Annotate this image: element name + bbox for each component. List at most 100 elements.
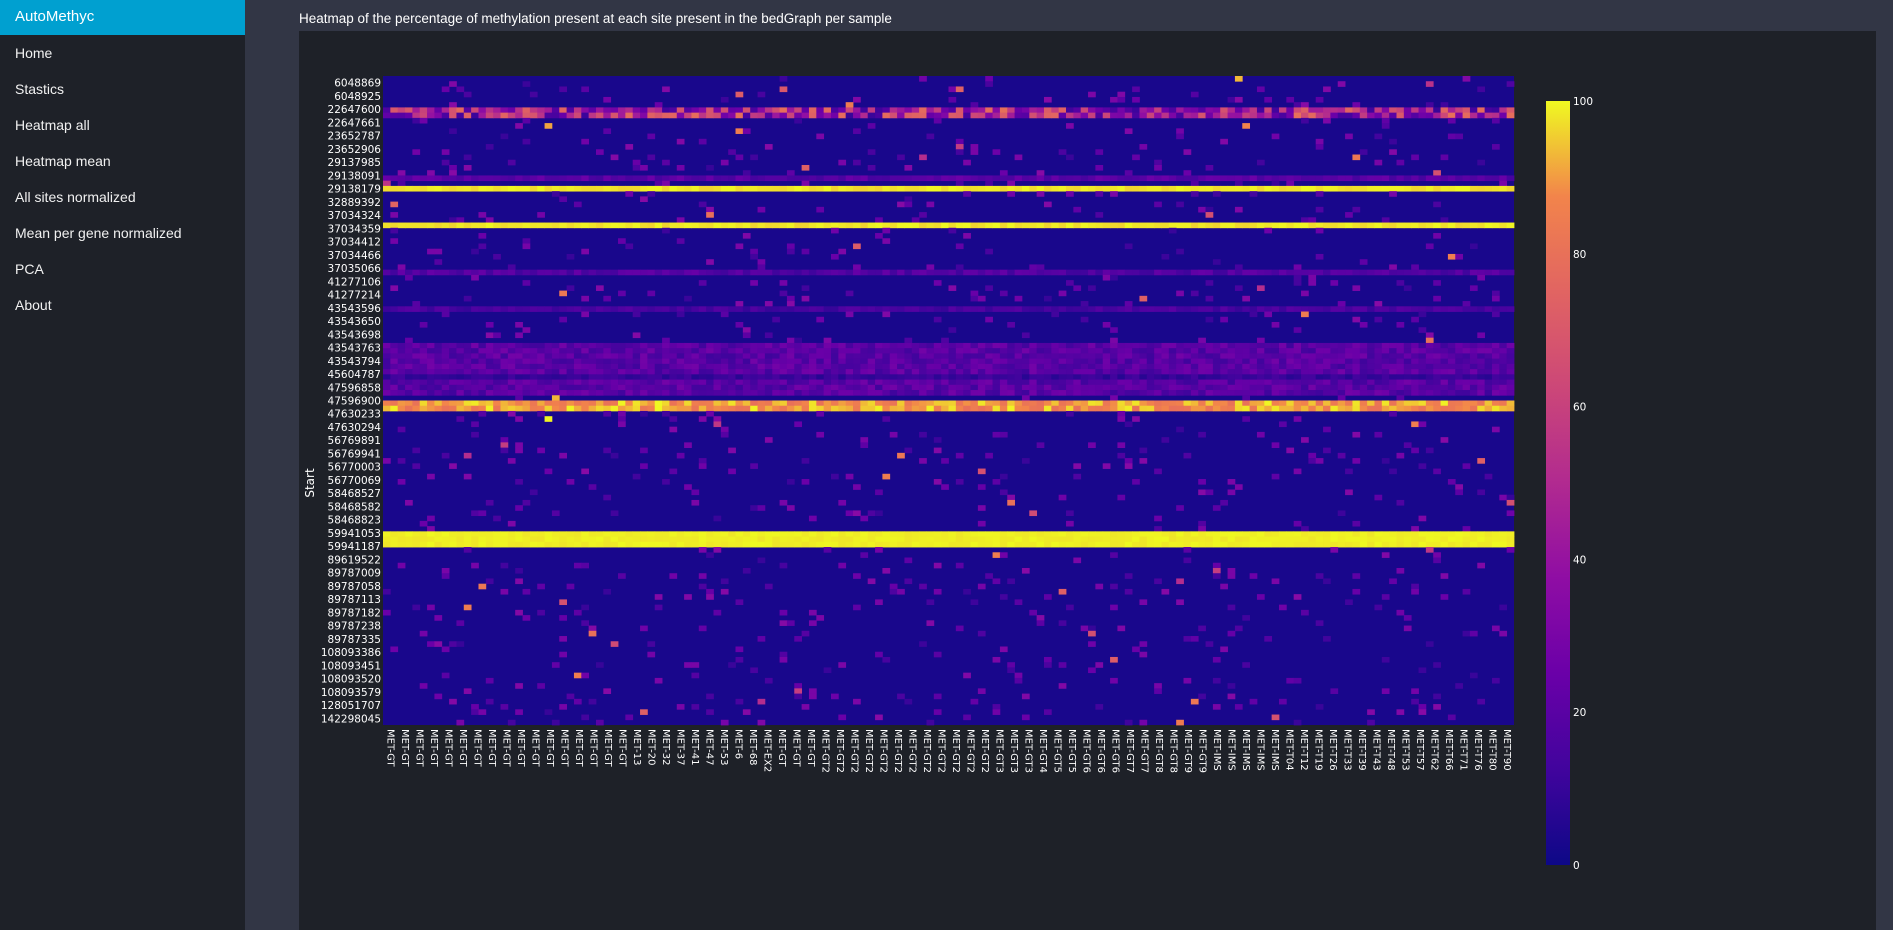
heatmap-cell (1271, 390, 1280, 396)
heatmap-cell (478, 269, 487, 276)
heatmap-cell (875, 348, 883, 354)
heatmap-cell (853, 348, 861, 354)
heatmap-cell (1293, 369, 1302, 375)
heatmap-cell (1227, 107, 1236, 114)
heatmap-cell (1051, 358, 1060, 365)
heatmap-cell (478, 384, 487, 391)
heatmap-cell (1124, 463, 1133, 469)
heatmap-cell (1455, 683, 1463, 689)
heatmap-cell (1080, 306, 1089, 312)
heatmap-cell (926, 531, 935, 537)
heatmap-cell (1411, 264, 1419, 271)
heatmap-cell (419, 405, 428, 412)
heatmap-cell (618, 405, 626, 412)
heatmap-cell (529, 353, 538, 360)
sidebar-item-all-sites-normalized[interactable]: All sites normalized (15, 189, 136, 205)
sidebar-item-statistics[interactable]: Stastics (15, 81, 65, 97)
heatmap-cell (529, 185, 538, 192)
heatmap-cell (1198, 112, 1206, 119)
heatmap-cell (1440, 154, 1449, 161)
heatmap-cell (1440, 358, 1449, 365)
heatmap-cell (720, 531, 729, 537)
heatmap-cell (808, 107, 817, 114)
heatmap-cell (1293, 390, 1302, 396)
sidebar-item-home[interactable]: Home (15, 45, 53, 61)
heatmap-chart[interactable]: Start 6048869604892522647600226476612365… (299, 31, 1876, 930)
heatmap-cell (1381, 342, 1390, 349)
heatmap-cell (1352, 458, 1361, 464)
heatmap-cell (1484, 112, 1493, 119)
heatmap-cell (919, 342, 927, 349)
heatmap-cell (1315, 96, 1324, 103)
heatmap-cell (662, 358, 670, 365)
heatmap-cell (1315, 222, 1324, 229)
heatmap-cell (1220, 353, 1228, 360)
heatmap-cell (1139, 458, 1148, 464)
heatmap-cell (463, 547, 472, 553)
sidebar-item-heatmap-all[interactable]: Heatmap all (15, 117, 90, 133)
heatmap-cell (1462, 348, 1471, 354)
heatmap-cell (1403, 390, 1412, 396)
heatmap-cell (529, 222, 538, 229)
heatmap-cell (507, 185, 516, 192)
heatmap-cell (1146, 107, 1155, 114)
heatmap-cell (419, 374, 428, 380)
heatmap-cell (1433, 233, 1441, 239)
heatmap-cell (1374, 494, 1383, 501)
heatmap-cell (1293, 405, 1302, 412)
heatmap-cell (625, 400, 634, 407)
heatmap-cell (1198, 306, 1206, 312)
sidebar-item-heatmap-mean[interactable]: Heatmap mean (15, 153, 111, 169)
heatmap-cell (1249, 358, 1258, 365)
heatmap-cell (1389, 369, 1397, 375)
heatmap-cell (977, 688, 986, 694)
heatmap-cell (992, 353, 1001, 360)
sidebar-item-about[interactable]: About (15, 297, 52, 313)
heatmap-cell (1242, 185, 1251, 192)
heatmap-cell (801, 405, 810, 412)
heatmap-cell (588, 222, 597, 229)
app-brand[interactable]: AutoMethyc (0, 0, 245, 35)
heatmap-cell (515, 175, 523, 182)
heatmap-cell (441, 358, 450, 365)
heatmap-cell (397, 222, 406, 229)
heatmap-cell (948, 400, 957, 407)
heatmap-cell (919, 379, 927, 386)
heatmap-cell (1484, 358, 1493, 365)
heatmap-cell (618, 290, 626, 297)
heatmap-cell (764, 185, 773, 192)
heatmap-cell (1227, 693, 1236, 700)
heatmap-cell (999, 552, 1008, 558)
heatmap-cell (588, 400, 597, 407)
sidebar-item-pca[interactable]: PCA (15, 261, 44, 277)
heatmap-cell (977, 222, 986, 229)
heatmap-cell (1029, 390, 1038, 396)
heatmap-cell (1073, 185, 1082, 192)
heatmap-cell (676, 369, 685, 375)
heatmap-cell (1491, 222, 1500, 229)
heatmap-cell (485, 384, 494, 391)
heatmap-cell (1491, 426, 1500, 433)
heatmap-cell (882, 107, 891, 114)
heatmap-cell (1469, 531, 1478, 537)
x-tick-label: MET-GT3 (1022, 729, 1033, 773)
heatmap-cell (1381, 112, 1390, 119)
heatmap-cell (1462, 531, 1471, 537)
heatmap-cell (1176, 400, 1184, 407)
heatmap-cell (764, 144, 773, 150)
heatmap-cell (757, 107, 766, 114)
x-tick-label: MET-EX2 (761, 729, 772, 772)
x-tick-label: MET-GT (442, 729, 453, 768)
heatmap-cell (1234, 390, 1243, 396)
heatmap-cell (603, 379, 612, 386)
heatmap-cell (853, 128, 861, 134)
heatmap-cell (1043, 175, 1052, 182)
heatmap-cell (1073, 285, 1082, 291)
heatmap-cell (507, 107, 516, 114)
heatmap-cell (1484, 306, 1493, 312)
heatmap-cell (1374, 400, 1383, 407)
heatmap-cell (977, 531, 986, 537)
heatmap-cell (1095, 149, 1104, 155)
sidebar-item-mean-per-gene-normalized[interactable]: Mean per gene normalized (15, 225, 182, 241)
heatmap-cell (1168, 222, 1177, 229)
